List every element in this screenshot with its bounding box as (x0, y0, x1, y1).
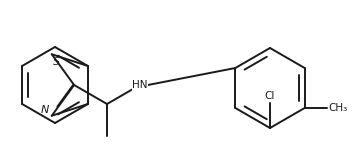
Text: CH₃: CH₃ (329, 103, 348, 113)
Text: Cl: Cl (265, 91, 275, 101)
Text: S: S (53, 57, 60, 67)
Text: N: N (40, 105, 49, 115)
Text: HN: HN (132, 80, 148, 90)
